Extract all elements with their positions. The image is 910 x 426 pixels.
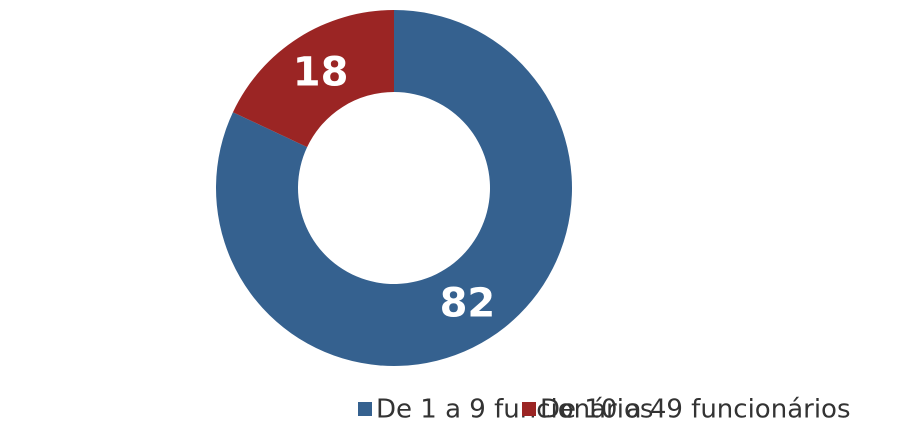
legend-swatch [358, 402, 372, 416]
donut-segment [216, 10, 572, 366]
legend-label: De 1 a 9 funcionários [376, 395, 653, 425]
donut-segment [232, 10, 394, 148]
legend-label: De 10 a 49 funcionários [540, 395, 851, 425]
data-label: 18 [293, 49, 349, 95]
data-label: 82 [440, 281, 496, 327]
legend-swatch [522, 402, 536, 416]
